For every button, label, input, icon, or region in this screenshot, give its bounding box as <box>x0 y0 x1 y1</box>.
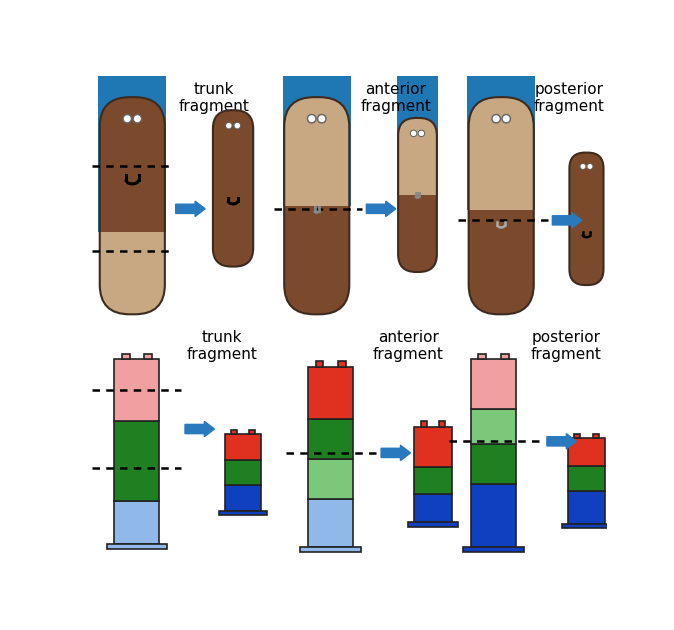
Bar <box>98 11 166 232</box>
Text: trunk
fragment: trunk fragment <box>187 329 257 362</box>
Text: anterior
fragment: anterior fragment <box>361 82 431 114</box>
FancyArrow shape <box>547 433 576 449</box>
Circle shape <box>502 115 510 123</box>
Circle shape <box>412 131 416 135</box>
FancyArrow shape <box>367 201 396 217</box>
Bar <box>115 421 160 501</box>
FancyBboxPatch shape <box>570 152 603 285</box>
Circle shape <box>133 115 142 123</box>
Text: trunk
fragment: trunk fragment <box>178 82 249 114</box>
Bar <box>574 433 580 438</box>
FancyArrow shape <box>553 213 582 228</box>
Circle shape <box>419 130 425 137</box>
Bar <box>415 495 452 522</box>
Bar <box>561 524 611 529</box>
FancyBboxPatch shape <box>398 118 437 272</box>
Bar <box>396 38 438 195</box>
Circle shape <box>580 164 586 169</box>
Bar <box>115 359 160 421</box>
Bar <box>308 459 353 499</box>
FancyBboxPatch shape <box>468 97 534 314</box>
Circle shape <box>588 164 592 168</box>
Bar <box>225 460 261 485</box>
FancyArrow shape <box>381 445 410 461</box>
FancyBboxPatch shape <box>468 97 534 314</box>
Bar <box>301 547 361 553</box>
Bar <box>308 367 353 419</box>
Circle shape <box>587 164 592 169</box>
Text: anterior
fragment: anterior fragment <box>373 329 443 362</box>
Bar <box>501 353 509 359</box>
Bar <box>421 421 427 427</box>
Circle shape <box>492 115 500 123</box>
Bar <box>219 511 267 515</box>
Circle shape <box>493 116 499 122</box>
Bar <box>225 485 261 511</box>
Text: posterior
fragment: posterior fragment <box>534 82 605 114</box>
Bar <box>568 491 605 524</box>
Bar <box>249 430 255 435</box>
Bar <box>463 547 524 553</box>
Circle shape <box>234 123 241 129</box>
Circle shape <box>581 164 585 168</box>
FancyArrow shape <box>176 201 205 217</box>
Circle shape <box>235 123 239 128</box>
Circle shape <box>123 115 131 123</box>
Bar <box>415 467 452 495</box>
FancyBboxPatch shape <box>284 97 349 314</box>
Bar <box>315 361 324 367</box>
Bar <box>471 484 516 547</box>
Circle shape <box>309 116 315 122</box>
Circle shape <box>226 123 231 128</box>
Circle shape <box>125 116 130 122</box>
Bar <box>471 409 516 444</box>
FancyArrow shape <box>185 421 214 437</box>
Bar <box>408 522 458 527</box>
Bar <box>144 353 152 359</box>
Bar <box>225 435 261 460</box>
Circle shape <box>135 116 140 122</box>
FancyBboxPatch shape <box>100 97 165 314</box>
Bar <box>115 501 160 544</box>
Bar <box>568 466 605 491</box>
Bar <box>308 419 353 459</box>
FancyBboxPatch shape <box>284 97 349 314</box>
Circle shape <box>419 131 423 135</box>
Bar <box>106 544 167 549</box>
Bar <box>471 359 516 409</box>
Bar <box>282 0 351 206</box>
Circle shape <box>503 116 509 122</box>
Bar <box>467 0 535 210</box>
Circle shape <box>410 130 417 137</box>
Bar <box>471 444 516 484</box>
Circle shape <box>317 115 326 123</box>
Bar <box>308 499 353 547</box>
Circle shape <box>319 116 325 122</box>
Bar <box>592 433 599 438</box>
Bar <box>479 353 486 359</box>
Bar <box>415 427 452 467</box>
Circle shape <box>226 123 232 129</box>
Text: posterior
fragment: posterior fragment <box>531 329 602 362</box>
FancyBboxPatch shape <box>100 97 165 314</box>
Bar <box>338 361 346 367</box>
Bar <box>568 438 605 466</box>
FancyBboxPatch shape <box>213 110 253 266</box>
Bar <box>122 353 129 359</box>
Bar <box>439 421 446 427</box>
Bar <box>231 430 237 435</box>
FancyBboxPatch shape <box>398 118 437 272</box>
Circle shape <box>307 115 316 123</box>
